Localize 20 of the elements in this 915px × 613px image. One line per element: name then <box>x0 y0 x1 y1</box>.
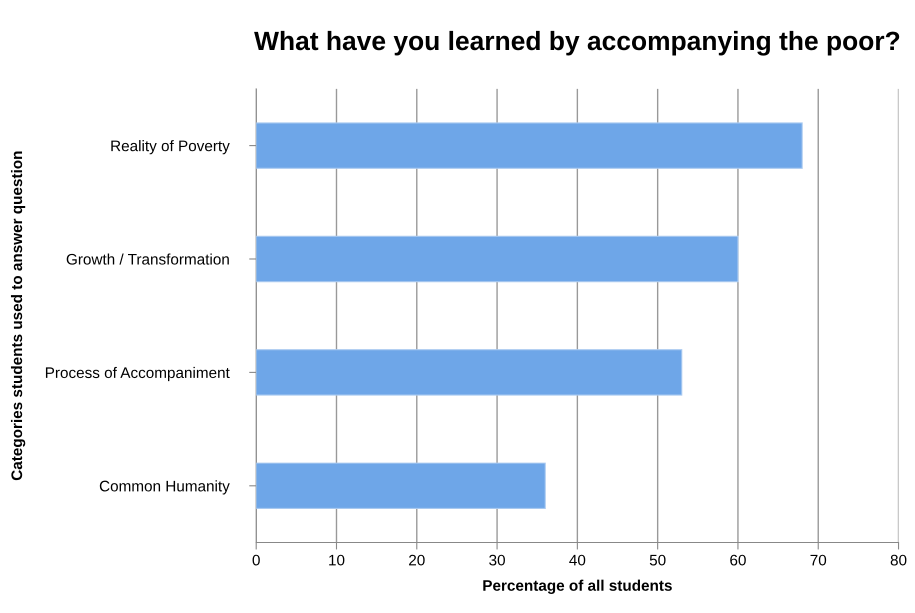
x-tick-label: 80 <box>890 554 906 566</box>
x-tick-label: 20 <box>409 554 425 566</box>
x-tick-label: 70 <box>810 554 826 566</box>
x-tick-label: 0 <box>252 554 260 566</box>
chart-title: What have you learned by accompanying the poor? <box>254 30 900 56</box>
bar <box>256 122 803 169</box>
x-tick-label: 10 <box>329 554 344 566</box>
y-tick-label: Growth / Transformation <box>66 253 229 265</box>
x-tick-label: 50 <box>650 554 666 566</box>
bar <box>256 236 739 282</box>
x-tick-label: 40 <box>569 554 586 566</box>
x-axis-title: Percentage of all students <box>483 580 672 594</box>
y-axis-title: Categories students used to answer question <box>10 152 26 480</box>
bar <box>256 462 546 510</box>
y-tick-label: Reality of Poverty <box>111 140 230 154</box>
x-tick-label: 60 <box>730 554 746 566</box>
x-tick-label: 30 <box>489 554 505 566</box>
y-tick-label: Common Humanity <box>100 480 230 495</box>
bar <box>256 349 682 396</box>
y-tick-label: Process of Accompaniment <box>46 366 230 382</box>
